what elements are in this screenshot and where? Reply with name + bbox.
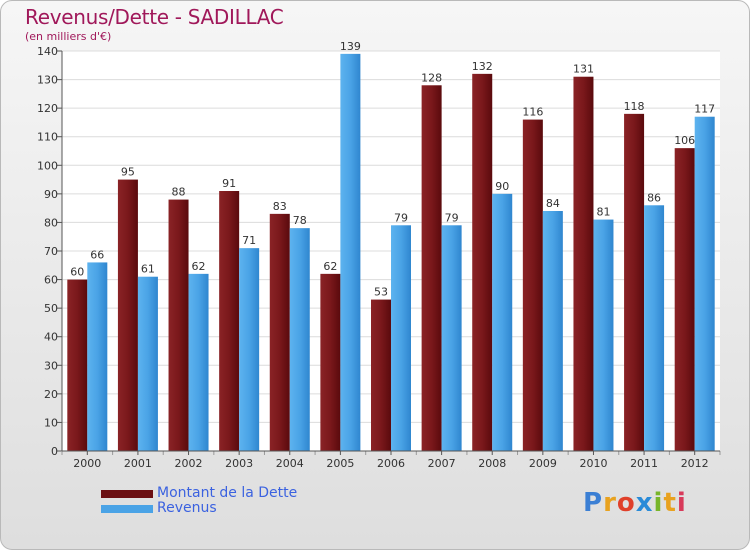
legend-label-revenus: Revenus: [157, 500, 217, 516]
bar-label-revenus: 61: [141, 263, 155, 276]
bar-label-dette: 60: [70, 266, 84, 279]
bar-revenus: [694, 116, 715, 451]
logo-letter: r: [603, 488, 617, 518]
bar-revenus: [340, 53, 361, 451]
bar-label-dette: 83: [273, 200, 287, 213]
y-tick-label: 50: [44, 302, 58, 315]
bar-label-revenus: 62: [192, 260, 206, 273]
y-tick-label: 80: [44, 216, 58, 229]
x-tick-label: 2008: [478, 457, 506, 470]
bar-label-dette: 118: [624, 100, 645, 113]
bar-label-revenus: 117: [694, 103, 715, 116]
y-tick-label: 130: [37, 74, 58, 87]
logo-letter: t: [663, 488, 677, 518]
bar-label-dette: 91: [222, 177, 236, 190]
x-tick-label: 2007: [428, 457, 456, 470]
bar-revenus: [239, 248, 260, 451]
y-tick-label: 140: [37, 45, 58, 58]
bar-dette: [168, 199, 189, 451]
x-tick-label: 2006: [377, 457, 405, 470]
x-tick-label: 2000: [73, 457, 101, 470]
bar-dette: [117, 179, 138, 452]
bar-dette: [472, 73, 493, 451]
chart-subtitle: (en milliers d'€): [25, 30, 112, 43]
bar-label-dette: 88: [172, 186, 186, 199]
logo-letter: i: [676, 488, 687, 518]
legend-label-dette: Montant de la Dette: [157, 485, 298, 501]
bar-label-dette: 132: [472, 60, 493, 73]
bar-label-revenus: 86: [647, 191, 661, 204]
bar-dette: [67, 279, 88, 451]
x-tick-label: 2002: [175, 457, 203, 470]
bar-label-revenus: 139: [340, 40, 361, 53]
y-tick-label: 40: [44, 331, 58, 344]
bar-label-dette: 116: [522, 106, 543, 119]
bar-label-dette: 128: [421, 71, 442, 84]
bar-label-dette: 131: [573, 63, 594, 76]
bar-label-dette: 53: [374, 286, 388, 299]
bar-label-revenus: 78: [293, 214, 307, 227]
y-tick-label: 100: [37, 159, 58, 172]
x-tick-label: 2004: [276, 457, 304, 470]
bar-dette: [371, 299, 391, 451]
bar-label-revenus: 81: [596, 206, 610, 219]
bar-label-revenus: 79: [445, 211, 459, 224]
bar-label-revenus: 79: [394, 211, 408, 224]
bar-label-dette: 95: [121, 166, 135, 179]
bar-revenus: [188, 273, 209, 451]
bar-revenus: [492, 193, 513, 451]
x-tick-label: 2005: [326, 457, 354, 470]
y-tick-label: 10: [44, 416, 58, 429]
bar-revenus: [391, 225, 411, 451]
bar-dette: [421, 85, 442, 452]
logo-letter: o: [616, 488, 636, 518]
x-tick-label: 2001: [124, 457, 152, 470]
bar-label-revenus: 66: [90, 248, 104, 261]
logo-letter: i: [653, 488, 664, 518]
y-tick-label: 20: [44, 388, 58, 401]
bar-revenus: [137, 276, 158, 451]
chart-title: Revenus/Dette - SADILLAC: [25, 5, 284, 29]
logo-letter: P: [583, 488, 604, 518]
legend-item-dette: Montant de la Dette: [101, 485, 361, 502]
logo-letter: x: [635, 488, 654, 518]
y-tick-label: 30: [44, 359, 58, 372]
bar-label-revenus: 71: [242, 234, 256, 247]
y-tick-label: 60: [44, 274, 58, 287]
bar-dette: [674, 148, 695, 451]
bar-label-dette: 62: [323, 260, 337, 273]
bar-revenus: [87, 262, 108, 451]
bar-dette: [320, 273, 341, 451]
bar-dette: [269, 213, 290, 451]
bar-label-dette: 106: [674, 134, 695, 147]
bar-label-revenus: 84: [546, 197, 560, 210]
bar-dette: [624, 113, 645, 451]
x-tick-label: 2009: [529, 457, 557, 470]
bar-revenus: [542, 211, 563, 451]
x-tick-label: 2011: [630, 457, 658, 470]
bar-dette: [573, 76, 594, 451]
y-tick-label: 110: [37, 131, 58, 144]
legend-item-revenus: Revenus: [101, 500, 361, 517]
x-tick-label: 2012: [681, 457, 709, 470]
x-tick-label: 2003: [225, 457, 253, 470]
y-tick-label: 0: [51, 445, 58, 458]
y-tick-label: 120: [37, 102, 58, 115]
y-tick-label: 90: [44, 188, 58, 201]
bar-label-revenus: 90: [495, 180, 509, 193]
legend-swatch-dette: [101, 490, 153, 498]
bar-revenus: [441, 225, 462, 451]
bar-dette: [219, 191, 240, 451]
bar-dette: [522, 119, 543, 452]
x-tick-label: 2010: [579, 457, 607, 470]
bar-revenus: [289, 228, 310, 451]
legend-swatch-revenus: [101, 505, 153, 513]
y-tick-label: 70: [44, 245, 58, 258]
proxiti-logo: Proxiti: [583, 488, 687, 518]
bar-revenus: [593, 219, 614, 451]
bar-revenus: [644, 205, 665, 451]
